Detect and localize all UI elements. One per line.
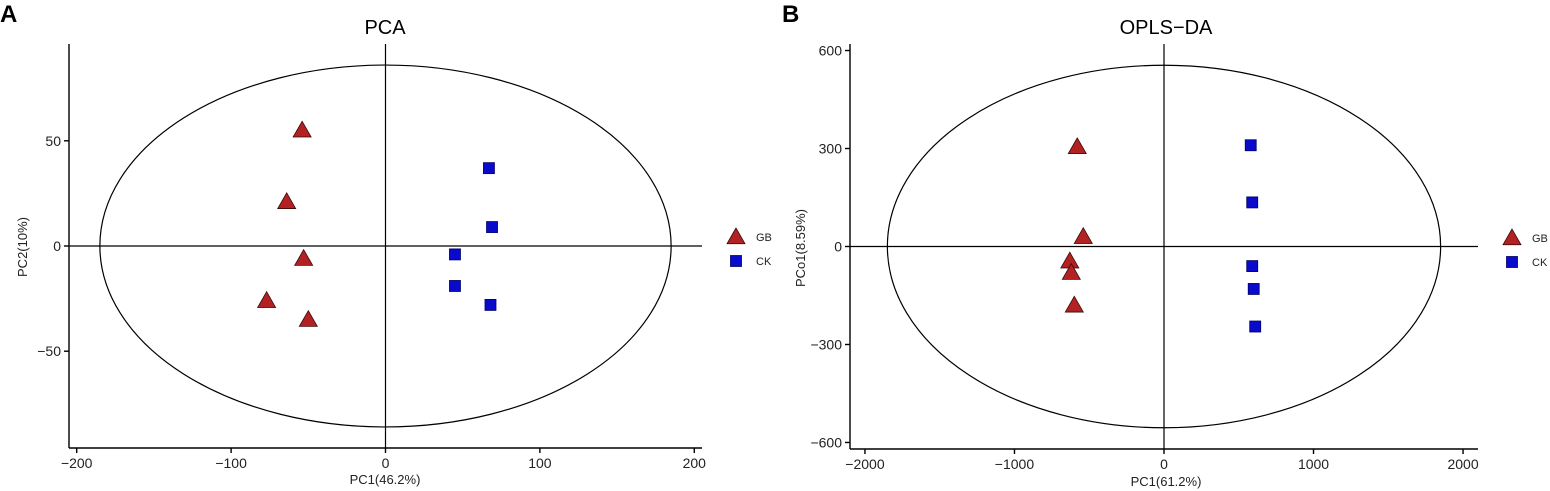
data-point-gb — [1073, 226, 1093, 244]
y-tick-label: 0 — [53, 238, 61, 254]
opls-da-chart: OPLS−DA PC1(61.2%) PCo1(8.59%) −2000 −100… — [793, 17, 1548, 489]
x-tick-label: −1000 — [995, 456, 1035, 472]
data-point-ck — [1247, 283, 1260, 295]
data-point-ck — [1246, 260, 1259, 272]
legend-label: GB — [756, 232, 772, 244]
data-point-gb — [293, 248, 314, 266]
y-tick-label: 0 — [834, 239, 842, 255]
pca-chart: PCA PC1(46.2%) PC2(10%) −200 −100 0 100 200 5… — [15, 17, 772, 487]
legend-label: CK — [756, 256, 772, 268]
x-tick-label: −100 — [215, 455, 247, 471]
x-tick-label: 0 — [382, 455, 390, 471]
x-tick-label: 1000 — [1298, 456, 1329, 472]
confidence-ellipse — [99, 64, 672, 428]
y-tick-label: −600 — [810, 434, 842, 450]
data-point-ck — [1246, 196, 1259, 209]
chart-title: OPLS−DA — [1120, 17, 1213, 39]
y-tick-label: 50 — [45, 133, 61, 149]
legend-symbol-ck — [730, 255, 742, 267]
x-tick-label: 2000 — [1447, 456, 1478, 472]
y-tick-label: −50 — [37, 343, 61, 359]
data-point-gb — [298, 309, 318, 327]
chart-title: PCA — [364, 17, 406, 39]
x-axis-label: PC1(61.2%) — [1131, 474, 1202, 489]
data-point-gb — [292, 120, 312, 138]
y-axis-label: PC2(10%) — [15, 217, 30, 277]
confidence-ellipse — [886, 64, 1442, 429]
legend-label: CK — [1532, 257, 1548, 269]
data-point-ck — [449, 248, 461, 261]
data-point-ck — [1249, 320, 1262, 333]
x-tick-label: −200 — [61, 455, 93, 471]
legend-symbol-gb — [726, 227, 746, 245]
legend-label: GB — [1532, 233, 1548, 245]
x-tick-label: −2000 — [845, 456, 885, 472]
data-point-ck — [484, 299, 497, 311]
data-point-ck — [1244, 139, 1257, 152]
panel-letter-b: B — [782, 1, 799, 28]
x-tick-label: 0 — [1160, 456, 1168, 472]
x-axis-label: PC1(46.2%) — [350, 472, 421, 487]
y-tick-label: −300 — [810, 336, 842, 352]
y-tick-label: 300 — [819, 141, 843, 157]
data-point-gb — [277, 192, 297, 209]
data-point-ck — [483, 162, 495, 175]
data-point-gb — [256, 290, 277, 308]
x-tick-label: 200 — [683, 455, 707, 471]
y-axis-label: PCo1(8.59%) — [793, 209, 808, 287]
data-point-gb — [1064, 295, 1084, 313]
legend-symbol-gb — [1502, 228, 1522, 246]
panel-letter-a: A — [0, 1, 17, 28]
data-point-gb — [1067, 137, 1087, 155]
data-point-ck — [486, 221, 498, 233]
legend-symbol-ck — [1506, 256, 1518, 268]
data-point-gb — [1061, 262, 1081, 280]
x-tick-label: 100 — [528, 455, 552, 471]
data-point-ck — [449, 280, 461, 292]
y-tick-label: 600 — [819, 43, 843, 59]
